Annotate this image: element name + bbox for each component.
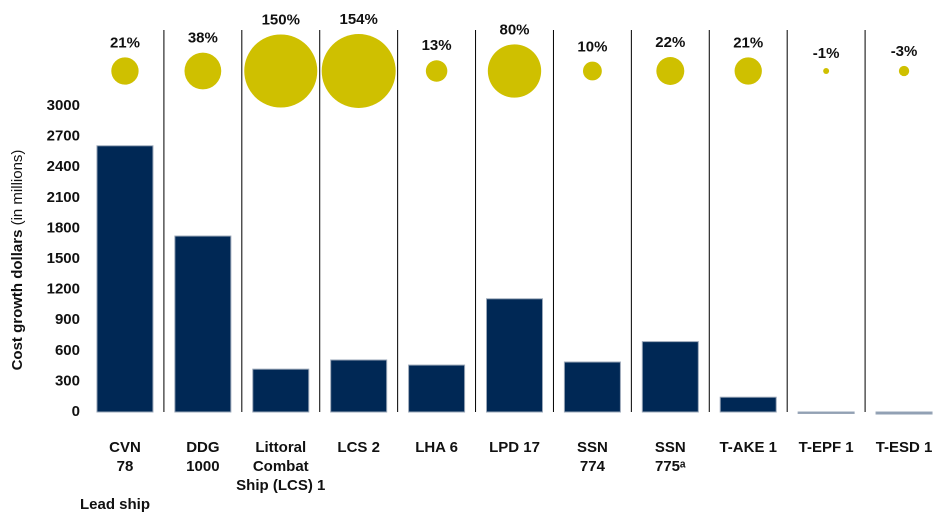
y-tick-label: 300 (55, 372, 80, 389)
x-tick-label: LHA 6 (415, 439, 458, 456)
x-tick-label: SSN 775ᵃ (654, 439, 686, 475)
percent-label: 21% (733, 34, 763, 51)
percent-label: 80% (499, 21, 529, 38)
x-tick-label: Littoral Combat Ship (LCS) 1 (236, 439, 326, 494)
bar (875, 411, 933, 415)
y-axis-label: Cost growth dollars (in millions) (9, 150, 26, 371)
y-axis-unit: (in millions) (9, 150, 26, 226)
x-tick-label: SSN 774 (576, 439, 608, 475)
percent-label: 154% (339, 11, 377, 28)
x-tick-label: LCS 2 (337, 439, 380, 456)
percent-bubble (184, 52, 222, 90)
y-tick-label: 1500 (47, 250, 80, 267)
y-tick-label: 2700 (47, 128, 80, 145)
x-axis-label: Lead ship (79, 496, 150, 513)
y-tick-label: 900 (55, 311, 80, 328)
y-tick-label: 1800 (47, 219, 80, 236)
percent-label: -1% (813, 45, 840, 62)
x-tick-label: DDG 1000 (186, 439, 220, 475)
y-tick-label: 2100 (47, 189, 80, 206)
percent-bubble (823, 68, 830, 74)
percent-bubble (244, 34, 318, 108)
x-tick-label: T-ESD 1 (875, 439, 933, 456)
x-tick-label: T-EPF 1 (798, 439, 854, 456)
bar (330, 359, 388, 413)
y-axis-title: Cost growth dollars (9, 230, 26, 371)
y-tick-label: 1200 (47, 281, 80, 298)
percent-label: 10% (577, 39, 607, 56)
bar (719, 396, 777, 413)
percent-label: 13% (422, 37, 452, 54)
bar (797, 411, 855, 414)
percent-bubble (111, 57, 139, 85)
y-tick-label: 600 (55, 342, 80, 359)
x-tick-label: T-AKE 1 (719, 439, 777, 456)
x-tick-label: CVN 78 (109, 439, 141, 475)
percent-label: -3% (891, 43, 918, 60)
percent-bubble (487, 44, 542, 98)
percent-label: 21% (110, 34, 140, 51)
percent-bubble (734, 57, 762, 85)
y-tick-label: 0 (72, 403, 80, 420)
x-tick-label: LPD 17 (489, 439, 540, 456)
bar (486, 298, 543, 413)
percent-bubble (425, 60, 448, 82)
percent-label: 38% (188, 30, 218, 47)
percent-bubble (321, 34, 396, 108)
percent-bubble (898, 65, 910, 77)
percent-bubble (582, 61, 602, 81)
y-tick-label: 2400 (47, 158, 80, 175)
percent-label: 150% (262, 11, 300, 28)
bar (641, 341, 699, 413)
y-tick-label: 3000 (47, 97, 80, 114)
percent-bubble (656, 57, 685, 85)
bar (563, 361, 621, 413)
bar (174, 235, 232, 413)
bar (408, 364, 466, 413)
bar (252, 368, 310, 413)
percent-label: 22% (655, 34, 685, 51)
bar (96, 145, 154, 413)
